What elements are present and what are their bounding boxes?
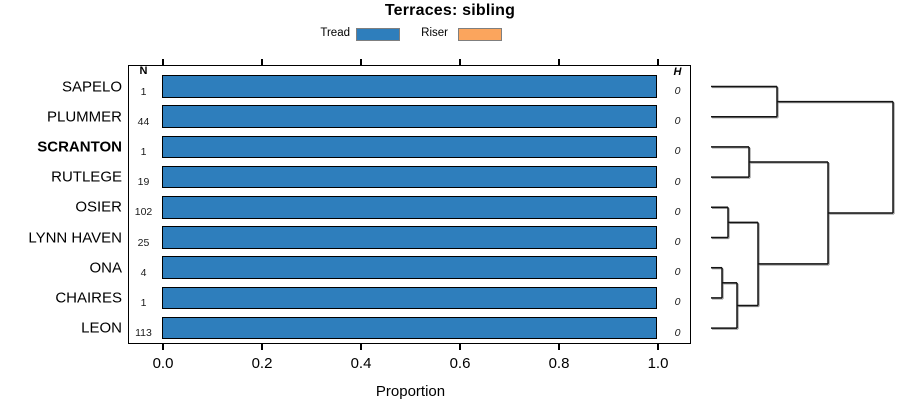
- x-tick-top: [360, 59, 362, 65]
- h-value: 0: [674, 85, 681, 97]
- h-value: 0: [674, 145, 681, 158]
- x-tick-label: 0.8: [548, 355, 570, 372]
- x-axis-title: Proportion: [375, 383, 446, 400]
- bar-tread: [161, 105, 657, 128]
- bar-tread: [161, 226, 657, 249]
- n-value: 19: [137, 176, 150, 189]
- n-value: 4: [140, 266, 147, 279]
- bar-tread: [161, 165, 657, 189]
- x-tick-label: 0.6: [449, 355, 471, 372]
- x-tick-bottom: [459, 344, 461, 350]
- y-axis-label: SCRANTON: [37, 138, 122, 156]
- y-axis-label: OSIER: [75, 198, 122, 216]
- x-tick-bottom: [360, 344, 362, 350]
- x-tick-top: [261, 59, 263, 65]
- h-value: 0: [674, 115, 681, 128]
- n-value: 113: [135, 327, 152, 340]
- x-tick-top: [162, 59, 164, 65]
- x-tick-label: 0.2: [251, 355, 273, 372]
- x-tick-label: 0.0: [152, 355, 174, 372]
- n-value: 44: [137, 115, 150, 128]
- h-value: 0: [674, 175, 681, 188]
- bar-tread: [161, 316, 657, 340]
- x-tick-top: [558, 59, 560, 65]
- bar-tread: [161, 196, 657, 219]
- h-value: 0: [674, 326, 681, 339]
- legend-swatch-tread: [356, 27, 400, 41]
- n-value: 1: [140, 296, 147, 309]
- bar-tread: [161, 256, 657, 279]
- legend-label-riser: Riser: [421, 27, 448, 39]
- n-column-header: N: [139, 65, 148, 77]
- x-tick-bottom: [162, 344, 164, 350]
- h-value: 0: [674, 205, 681, 218]
- h-value: 0: [674, 266, 681, 279]
- n-value: 25: [137, 236, 150, 249]
- y-axis-label: RUTLEGE: [51, 168, 122, 186]
- x-tick-label: 0.4: [350, 355, 372, 372]
- y-axis-label: PLUMMER: [46, 108, 122, 126]
- y-axis-label: SAPELO: [61, 78, 122, 95]
- n-value: 1: [140, 85, 147, 98]
- chart-title: Terraces: sibling: [384, 2, 516, 19]
- n-value: 1: [140, 145, 147, 158]
- n-value: 102: [134, 206, 153, 219]
- y-axis-label: LEON: [81, 319, 122, 337]
- h-value: 0: [674, 296, 681, 309]
- bar-tread: [161, 286, 657, 310]
- h-column-header: H: [673, 66, 682, 78]
- x-tick-top: [459, 59, 461, 65]
- legend-swatch-riser: [458, 27, 502, 41]
- legend-label-tread: Tread: [320, 27, 350, 39]
- x-tick-bottom: [558, 344, 560, 350]
- x-tick-bottom: [261, 344, 263, 350]
- x-tick-top: [657, 59, 659, 65]
- x-tick-label: 1.0: [647, 355, 669, 372]
- x-tick-bottom: [657, 344, 659, 350]
- bar-tread: [161, 135, 657, 159]
- y-axis-label: LYNN HAVEN: [28, 229, 122, 246]
- bar-tread: [161, 75, 657, 98]
- h-value: 0: [674, 236, 681, 248]
- y-axis-label: CHAIRES: [55, 289, 122, 307]
- y-axis-label: ONA: [89, 259, 122, 277]
